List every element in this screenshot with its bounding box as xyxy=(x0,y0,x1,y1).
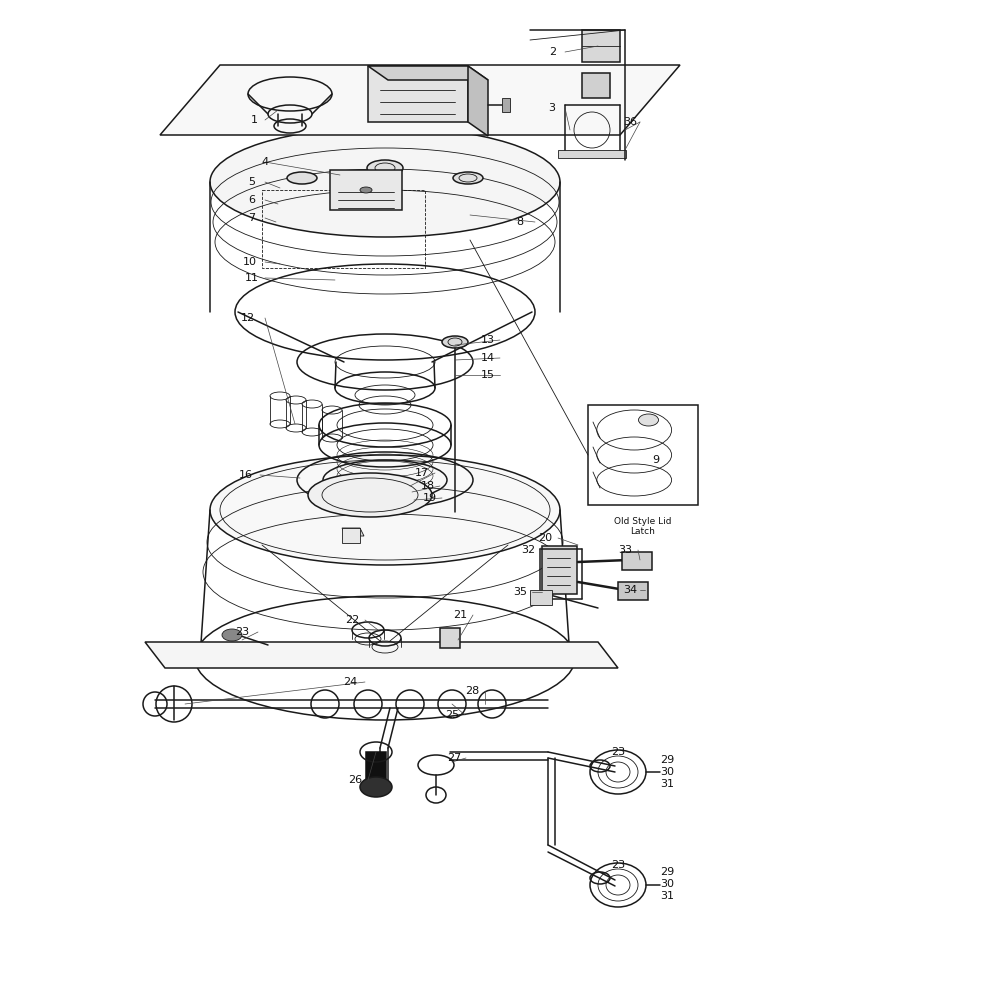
Text: 13: 13 xyxy=(481,335,495,345)
Bar xyxy=(588,405,698,505)
Ellipse shape xyxy=(367,160,403,176)
Ellipse shape xyxy=(360,777,392,797)
Text: 3: 3 xyxy=(548,103,556,113)
Text: 20: 20 xyxy=(538,533,552,543)
Bar xyxy=(618,582,648,600)
Bar xyxy=(502,98,510,112)
Ellipse shape xyxy=(639,414,658,426)
Text: 24: 24 xyxy=(343,677,357,687)
Bar xyxy=(530,590,552,605)
Polygon shape xyxy=(368,66,488,80)
Text: 9: 9 xyxy=(653,455,660,465)
Polygon shape xyxy=(368,66,468,122)
Text: 4: 4 xyxy=(261,157,269,167)
Text: 31: 31 xyxy=(660,779,674,789)
Text: 15: 15 xyxy=(481,370,495,380)
Text: 27: 27 xyxy=(447,753,461,763)
Text: 14: 14 xyxy=(481,353,495,363)
Text: 26: 26 xyxy=(348,775,362,785)
Text: 7: 7 xyxy=(248,213,256,223)
Text: 8: 8 xyxy=(516,217,524,227)
Ellipse shape xyxy=(210,455,560,565)
Bar xyxy=(582,30,620,62)
Text: 17: 17 xyxy=(415,468,429,478)
Ellipse shape xyxy=(442,336,468,348)
Text: 25: 25 xyxy=(445,710,459,720)
Polygon shape xyxy=(342,528,360,543)
Ellipse shape xyxy=(453,172,483,184)
Text: Old Style Lid
Latch: Old Style Lid Latch xyxy=(614,517,672,536)
Text: 33: 33 xyxy=(618,545,632,555)
Bar xyxy=(622,552,652,570)
Bar xyxy=(440,628,460,648)
Text: 30: 30 xyxy=(660,879,674,889)
Text: 23: 23 xyxy=(235,627,249,637)
Polygon shape xyxy=(145,642,618,668)
Text: 29: 29 xyxy=(660,755,674,765)
Ellipse shape xyxy=(287,172,317,184)
Ellipse shape xyxy=(308,473,432,517)
Text: 34: 34 xyxy=(623,585,637,595)
Text: 1: 1 xyxy=(250,115,258,125)
Text: 6: 6 xyxy=(248,195,256,205)
Text: 32: 32 xyxy=(521,545,535,555)
Ellipse shape xyxy=(210,127,560,237)
Text: 18: 18 xyxy=(421,481,435,491)
Text: 28: 28 xyxy=(465,686,479,696)
Text: 21: 21 xyxy=(453,610,467,620)
Bar xyxy=(542,546,577,594)
Text: 5: 5 xyxy=(248,177,256,187)
Text: 30: 30 xyxy=(660,767,674,777)
Text: 2: 2 xyxy=(549,47,557,57)
Ellipse shape xyxy=(360,187,372,193)
Text: 11: 11 xyxy=(245,273,259,283)
Polygon shape xyxy=(468,66,488,136)
Polygon shape xyxy=(342,528,364,536)
Bar xyxy=(558,150,626,158)
Ellipse shape xyxy=(222,629,242,641)
Polygon shape xyxy=(160,65,680,135)
Text: 19: 19 xyxy=(423,493,437,503)
Text: 23: 23 xyxy=(611,860,625,870)
Text: 23: 23 xyxy=(611,747,625,757)
Bar xyxy=(582,73,610,98)
Text: 35: 35 xyxy=(513,587,527,597)
Text: 16: 16 xyxy=(239,470,253,480)
Bar xyxy=(330,170,402,210)
Text: 31: 31 xyxy=(660,891,674,901)
Text: 10: 10 xyxy=(243,257,257,267)
Text: 29: 29 xyxy=(660,867,674,877)
Text: 12: 12 xyxy=(241,313,255,323)
Bar xyxy=(366,752,386,782)
Text: 22: 22 xyxy=(345,615,359,625)
Text: 36: 36 xyxy=(623,117,637,127)
